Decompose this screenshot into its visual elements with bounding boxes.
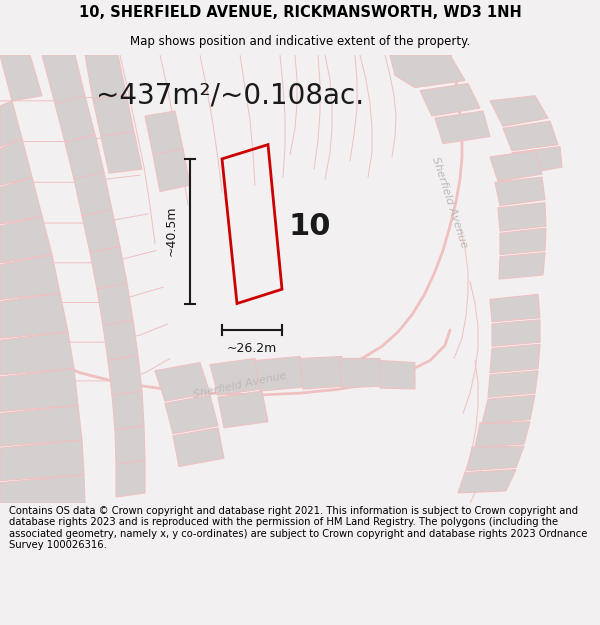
Polygon shape — [42, 55, 85, 104]
Polygon shape — [255, 356, 305, 391]
Polygon shape — [503, 121, 558, 151]
Text: Sherfield Avenue: Sherfield Avenue — [431, 156, 469, 249]
Polygon shape — [0, 332, 74, 375]
Text: ~26.2m: ~26.2m — [227, 342, 277, 355]
Polygon shape — [112, 391, 144, 430]
Text: Sherfield Avenue: Sherfield Avenue — [193, 370, 287, 400]
Polygon shape — [390, 55, 465, 88]
Polygon shape — [0, 55, 42, 101]
Polygon shape — [97, 283, 133, 326]
Polygon shape — [420, 84, 480, 116]
Polygon shape — [499, 253, 545, 279]
Polygon shape — [495, 177, 545, 206]
Polygon shape — [0, 293, 68, 338]
Polygon shape — [218, 391, 268, 428]
Polygon shape — [512, 147, 562, 175]
Polygon shape — [93, 94, 134, 136]
Polygon shape — [55, 96, 95, 142]
Polygon shape — [482, 395, 535, 424]
Polygon shape — [101, 131, 142, 173]
Polygon shape — [500, 228, 546, 254]
Polygon shape — [74, 172, 112, 216]
Text: ~40.5m: ~40.5m — [165, 206, 178, 256]
Polygon shape — [0, 101, 22, 147]
Polygon shape — [0, 474, 85, 503]
Polygon shape — [165, 395, 218, 434]
Text: Map shows position and indicative extent of the property.: Map shows position and indicative extent… — [130, 35, 470, 48]
Polygon shape — [458, 469, 516, 493]
Polygon shape — [300, 356, 345, 389]
Polygon shape — [340, 359, 382, 388]
Polygon shape — [490, 294, 540, 322]
Polygon shape — [155, 362, 210, 401]
Polygon shape — [467, 446, 524, 471]
Polygon shape — [0, 177, 42, 224]
Text: 10: 10 — [289, 212, 331, 241]
Polygon shape — [0, 254, 60, 299]
Polygon shape — [475, 422, 530, 447]
Polygon shape — [0, 406, 82, 446]
Polygon shape — [153, 149, 190, 191]
Text: ~437m²/~0.108ac.: ~437m²/~0.108ac. — [96, 82, 364, 110]
Polygon shape — [490, 344, 540, 372]
Polygon shape — [115, 426, 145, 464]
Polygon shape — [0, 440, 84, 481]
Polygon shape — [0, 216, 52, 262]
Polygon shape — [108, 356, 142, 395]
Polygon shape — [0, 139, 32, 186]
Text: 10, SHERFIELD AVENUE, RICKMANSWORTH, WD3 1NH: 10, SHERFIELD AVENUE, RICKMANSWORTH, WD3… — [79, 4, 521, 19]
Polygon shape — [0, 369, 78, 411]
Polygon shape — [116, 461, 145, 497]
Polygon shape — [145, 111, 183, 155]
Polygon shape — [85, 55, 126, 100]
Polygon shape — [435, 111, 490, 144]
Polygon shape — [490, 96, 548, 126]
Polygon shape — [498, 202, 546, 231]
Polygon shape — [380, 361, 415, 389]
Polygon shape — [492, 320, 540, 346]
Text: Contains OS data © Crown copyright and database right 2021. This information is : Contains OS data © Crown copyright and d… — [9, 506, 587, 551]
Polygon shape — [210, 359, 262, 395]
Polygon shape — [103, 320, 138, 361]
Polygon shape — [490, 151, 542, 181]
Polygon shape — [65, 134, 104, 179]
Polygon shape — [173, 428, 224, 466]
Polygon shape — [90, 246, 127, 289]
Polygon shape — [82, 210, 120, 252]
Polygon shape — [488, 371, 538, 398]
